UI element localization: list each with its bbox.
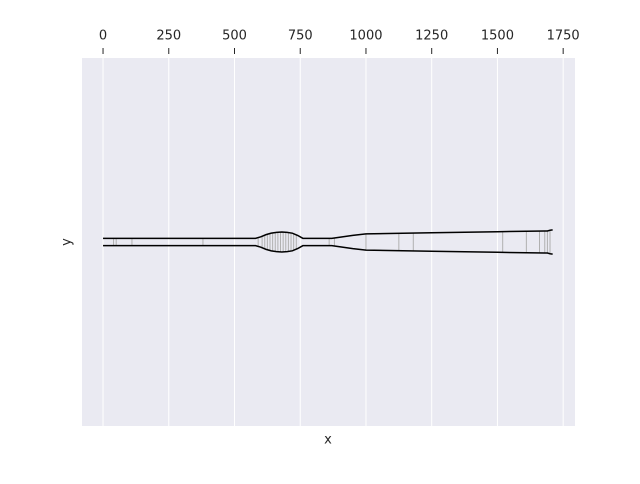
x-tick-label: 1500 [481, 29, 514, 44]
x-tick-label: 1250 [415, 29, 448, 44]
x-axis-label: x [324, 433, 332, 448]
plot-area [82, 58, 575, 426]
x-tick-label: 1750 [547, 29, 580, 44]
x-tick-label: 0 [99, 29, 107, 44]
x-tick-label: 1000 [349, 29, 382, 44]
x-tick-label: 750 [288, 29, 313, 44]
x-tick-label: 250 [156, 29, 181, 44]
y-axis-label: y [60, 238, 75, 246]
x-tick-label: 500 [222, 29, 247, 44]
profile-line [103, 229, 553, 240]
profile-line [103, 244, 553, 255]
